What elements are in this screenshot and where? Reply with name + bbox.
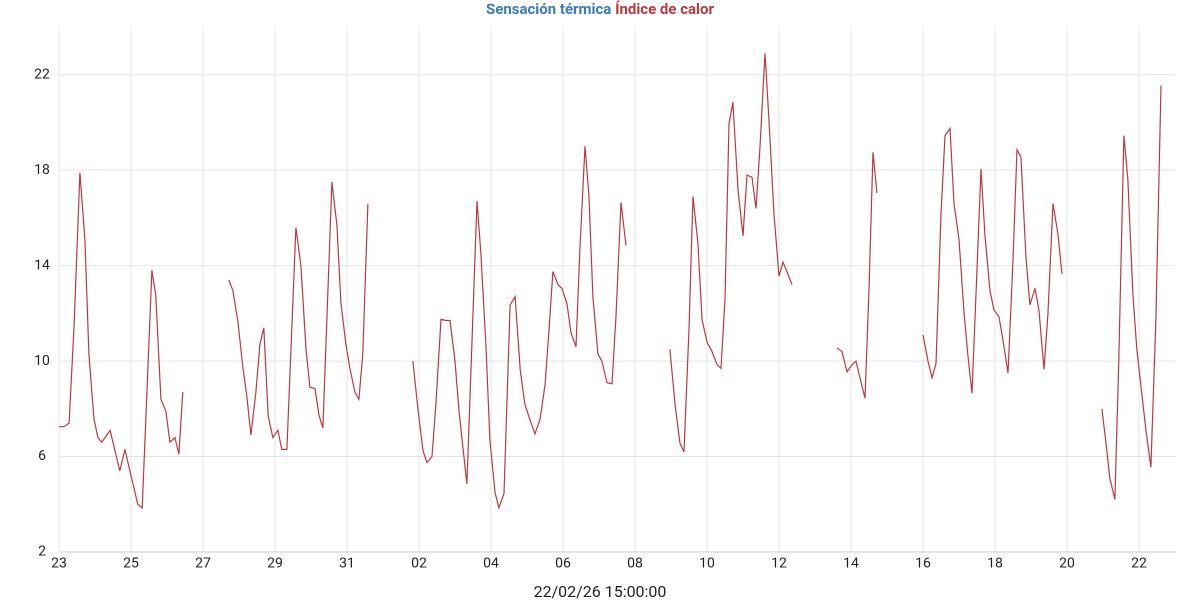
y-tick-label: 14 — [34, 257, 50, 273]
data-line — [59, 53, 1162, 510]
x-tick-label: 06 — [555, 556, 571, 572]
x-tick-label: 18 — [987, 556, 1003, 572]
grid — [58, 27, 1175, 553]
legend-entry[interactable]: Índice de calor — [615, 0, 714, 18]
y-tick-label: 18 — [34, 162, 50, 178]
legend-entry[interactable]: Sensación térmica — [486, 0, 611, 18]
y-tick-label: 22 — [34, 66, 50, 82]
x-tick-label: 25 — [123, 556, 139, 572]
x-axis-label: 22/02/26 15:00:00 — [534, 582, 667, 600]
x-tick-label: 12 — [771, 556, 787, 572]
y-tick-label: 2 — [38, 544, 46, 560]
x-tick-label: 23 — [51, 556, 67, 572]
x-tick-label: 29 — [267, 556, 283, 572]
x-tick-label: 20 — [1059, 556, 1075, 572]
x-tick-label: 02 — [411, 556, 427, 572]
y-tick-label: 6 — [38, 448, 46, 464]
x-tick-label: 10 — [699, 556, 715, 572]
x-tick-label: 14 — [843, 556, 859, 572]
x-tick-label: 16 — [915, 556, 931, 572]
x-tick-label: 04 — [483, 556, 499, 572]
x-tick-label: 27 — [195, 556, 211, 572]
x-tick-label: 22 — [1131, 556, 1147, 572]
x-tick-label: 31 — [339, 556, 355, 572]
x-tick-label: 08 — [627, 556, 643, 572]
legend: Sensación térmica Índice de calor — [486, 0, 714, 18]
y-tick-label: 10 — [34, 353, 50, 369]
